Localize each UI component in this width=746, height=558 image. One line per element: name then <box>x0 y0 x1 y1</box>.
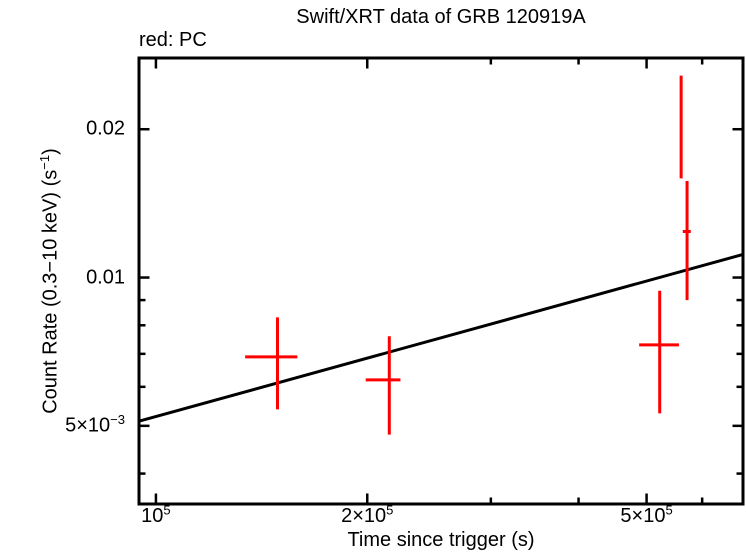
plot-frame <box>137 56 745 506</box>
x-axis-label: Time since trigger (s) <box>347 529 535 551</box>
x-tick-label: 5×105 <box>620 502 673 527</box>
y-tick-label: 0.01 <box>86 266 125 289</box>
y-tick-label: 5×10−3 <box>65 411 125 437</box>
x-tick-label: 105 <box>141 502 171 527</box>
superscript: −3 <box>110 411 125 427</box>
y-tick-label: 0.02 <box>86 117 125 140</box>
chart-title: Swift/XRT data of GRB 120919A <box>296 6 586 28</box>
superscript: 5 <box>665 502 673 518</box>
legend-pc-mode: red: PC <box>139 29 207 51</box>
superscript: 5 <box>386 502 394 518</box>
x-tick-label: 2×105 <box>341 502 394 527</box>
model-fit-line <box>138 252 744 423</box>
superscript: 5 <box>163 502 171 518</box>
